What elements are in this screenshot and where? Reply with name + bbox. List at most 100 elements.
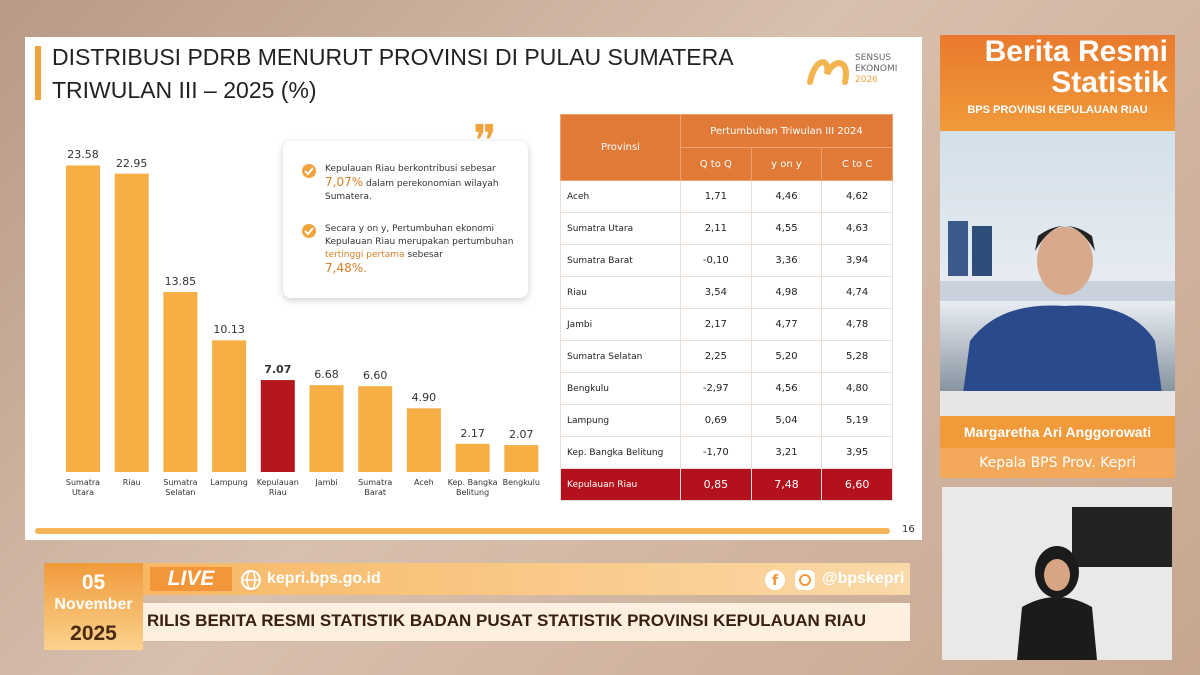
- table-cell: -1,70: [680, 436, 752, 469]
- header-cell: y on y: [750, 147, 823, 181]
- table-cell: Riau: [560, 276, 681, 309]
- table-cell: 4,62: [821, 180, 893, 213]
- table-cell: 4,80: [821, 372, 893, 405]
- logo-line: 2026: [855, 75, 878, 85]
- side-title-line: Berita Resmi: [984, 35, 1168, 68]
- table-cell: 5,04: [750, 404, 823, 437]
- x-tick-label: Kep. Bangka Belitung: [447, 478, 498, 497]
- table-cell: 0,85: [680, 468, 752, 501]
- table-cell: 4,46: [750, 180, 823, 213]
- side-title-line: Statistik: [1051, 66, 1168, 99]
- bar: [455, 443, 490, 472]
- header-row: Provinsi Pertumbuhan Triwulan III 2024: [560, 114, 893, 181]
- side-subtitle: BPS PROVINSI KEPULAUAN RIAU: [967, 104, 1148, 116]
- callout-highlight: tertinggi pertama: [325, 250, 405, 260]
- check-icons: [302, 164, 316, 238]
- x-tick-label: Sumatra Selatan: [163, 478, 198, 497]
- speaker-figure: [940, 221, 1175, 416]
- interpreter-figure: [1017, 507, 1172, 660]
- speaker-video: [940, 131, 1175, 416]
- table-cell: 4,74: [821, 276, 893, 309]
- interpreter-video: [942, 487, 1172, 660]
- globe-icon: [241, 570, 261, 590]
- header-cell: Pertumbuhan Triwulan III 2024: [680, 114, 893, 148]
- callout-text: sebesar: [407, 250, 443, 260]
- bar: [66, 165, 100, 472]
- table-cell: 2,17: [680, 308, 752, 341]
- table-cell: 6,60: [821, 468, 893, 501]
- table-cell: 4,98: [750, 276, 823, 309]
- side-header: [940, 35, 1175, 131]
- table-cell: -2,97: [680, 372, 752, 405]
- table-cell: Lampung: [560, 404, 681, 437]
- table-cell: Sumatra Selatan: [560, 340, 681, 373]
- table-cell: Sumatra Barat: [560, 244, 681, 277]
- table-cell: 2,25: [680, 340, 752, 373]
- callout: Kepulauan Riau berkontribusi sebesar 7,0…: [283, 141, 528, 298]
- table-row: Bengkulu -2,97 4,56 4,80: [560, 372, 893, 405]
- x-tick-label: Aceh: [414, 478, 434, 487]
- title-accent: [35, 46, 41, 100]
- table-cell: Aceh: [560, 180, 681, 213]
- svg-text:f: f: [772, 573, 779, 589]
- table-cell: 3,54: [680, 276, 752, 309]
- date-month: November: [54, 596, 133, 613]
- table-row: Sumatra Utara 2,11 4,55 4,63: [560, 212, 893, 245]
- logo-icon: [807, 59, 849, 85]
- table-cell: Jambi: [560, 308, 681, 341]
- bar: [358, 386, 393, 472]
- callout-item: Kepulauan Riau berkontribusi sebesar 7,0…: [325, 163, 515, 204]
- table-cell: 5,28: [821, 340, 893, 373]
- bar: [504, 445, 539, 472]
- value-label: 2.07: [509, 428, 534, 442]
- value-label: 4.90: [411, 391, 437, 405]
- table-cell: Kep. Bangka Belitung: [560, 436, 681, 469]
- bar: [406, 408, 441, 472]
- bar: [260, 380, 295, 472]
- date-year: 2025: [70, 622, 117, 645]
- header-cell: Provinsi: [560, 114, 681, 181]
- table: Provinsi Pertumbuhan Triwulan III 2024 Q t…: [560, 114, 893, 501]
- table-cell: 3,95: [821, 436, 893, 469]
- social-handle: @bpskepri: [822, 570, 905, 587]
- table-row: Jambi 2,17 4,77 4,78: [560, 308, 893, 341]
- logo-text: SENSUS EKONOMI 2026: [855, 53, 897, 86]
- bar: [212, 340, 247, 472]
- x-tick-label: Kepulauan Riau: [256, 478, 299, 497]
- table-cell: 3,36: [750, 244, 823, 277]
- bar: [309, 385, 344, 472]
- table-cell: 4,78: [821, 308, 893, 341]
- live-badge: LIVE: [150, 567, 232, 591]
- x-tick-label: Lampung: [210, 478, 248, 487]
- value-label: 13.85: [164, 274, 197, 288]
- footer-bar: [35, 528, 890, 534]
- logo-line: SENSUS: [855, 53, 892, 63]
- table-cell: 5,20: [750, 340, 823, 373]
- value-label: 2.17: [460, 426, 485, 440]
- table-row: Kepulauan Riau 0,85 7,48 6,60: [560, 468, 893, 501]
- ticker-bottom: [44, 603, 910, 641]
- table-cell: 4,56: [750, 372, 823, 405]
- value-label: 6.68: [314, 368, 339, 382]
- callout-highlight: 7,48%.: [325, 261, 367, 275]
- speaker-name: Margaretha Ari Anggorowati: [940, 416, 1175, 448]
- value-label: 23.58: [67, 148, 99, 162]
- headline: RILIS BERITA RESMI STATISTIK BADAN PUSAT…: [147, 611, 867, 630]
- table-cell: -0,10: [680, 244, 752, 277]
- speaker-role: Kepala BPS Prov. Kepri: [940, 448, 1175, 478]
- table-cell: 3,21: [750, 436, 823, 469]
- website: kepri.bps.go.id: [267, 570, 381, 587]
- x-tick-label: Jambi: [315, 478, 338, 487]
- bar: [114, 173, 149, 472]
- table-cell: 4,77: [750, 308, 823, 341]
- page-number: 16: [902, 524, 915, 535]
- table-cell: 4,63: [821, 212, 893, 245]
- bar: [163, 291, 198, 472]
- table-row: Sumatra Selatan 2,25 5,20 5,28: [560, 340, 893, 373]
- logo-line: EKONOMI: [855, 64, 898, 74]
- date-box: [44, 563, 143, 650]
- table-row: Riau 3,54 4,98 4,74: [560, 276, 893, 309]
